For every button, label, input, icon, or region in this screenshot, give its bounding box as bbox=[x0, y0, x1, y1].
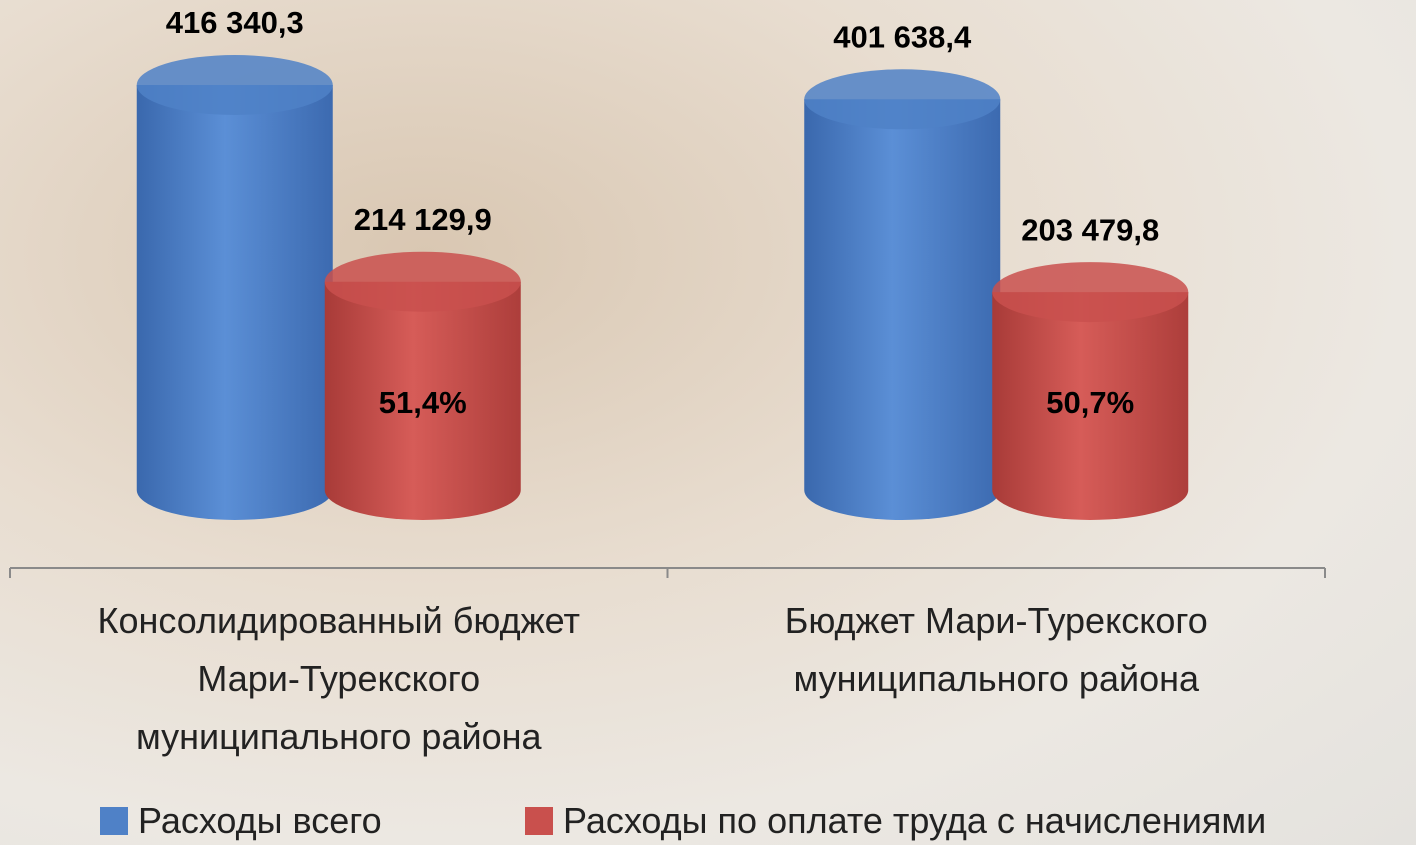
share-label: 50,7% bbox=[1046, 385, 1134, 420]
legend-swatch bbox=[100, 807, 128, 835]
cylinder bbox=[324, 281, 521, 520]
legend-label: Расходы всего bbox=[138, 800, 382, 841]
value-label: 214 129,9 bbox=[354, 202, 492, 237]
share-label: 51,4% bbox=[379, 385, 467, 420]
cylinder-top bbox=[324, 251, 521, 312]
cylinder bbox=[136, 85, 333, 520]
cylinder-top bbox=[804, 69, 1001, 130]
cylinder-top bbox=[136, 55, 333, 115]
value-label: 203 479,8 bbox=[1021, 212, 1159, 247]
legend-item: Расходы по оплате труда с начислениями bbox=[525, 800, 1266, 842]
legend-label: Расходы по оплате труда с начислениями bbox=[563, 800, 1267, 841]
legend-swatch bbox=[525, 807, 553, 835]
cylinder bbox=[804, 99, 1001, 520]
x-tick-label: Консолидированный бюджет Мари-Турекского… bbox=[97, 600, 580, 757]
value-label: 401 638,4 bbox=[833, 19, 972, 54]
cylinder-top bbox=[992, 262, 1189, 323]
x-tick-label: Бюджет Мари-Турекского муниципального ра… bbox=[784, 600, 1208, 699]
legend-item: Расходы всего bbox=[100, 800, 382, 842]
value-label: 416 340,3 bbox=[166, 5, 304, 40]
cylinder bbox=[992, 292, 1189, 520]
